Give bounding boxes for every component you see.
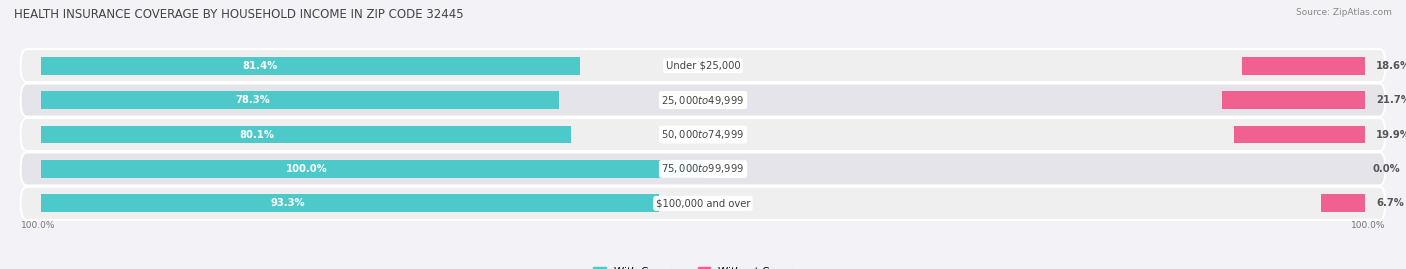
Text: 18.6%: 18.6% [1376,61,1406,71]
Text: Under $25,000: Under $25,000 [665,61,741,71]
Text: $75,000 to $99,999: $75,000 to $99,999 [661,162,745,175]
Text: 19.9%: 19.9% [1376,129,1406,140]
Legend: With Coverage, Without Coverage: With Coverage, Without Coverage [589,263,817,269]
Text: 100.0%: 100.0% [285,164,328,174]
Text: 6.7%: 6.7% [1376,198,1405,208]
Text: 100.0%: 100.0% [21,221,55,230]
Bar [1322,194,1365,212]
Text: 0.0%: 0.0% [1372,164,1400,174]
FancyBboxPatch shape [21,118,1385,151]
FancyBboxPatch shape [21,153,1385,185]
Text: 81.4%: 81.4% [243,61,278,71]
Bar [1222,91,1365,109]
Text: 80.1%: 80.1% [239,129,274,140]
Bar [41,160,703,178]
FancyBboxPatch shape [21,84,1385,116]
Bar [41,91,560,109]
Text: 100.0%: 100.0% [1351,221,1385,230]
Bar [1243,57,1365,75]
Text: $100,000 and over: $100,000 and over [655,198,751,208]
Text: Source: ZipAtlas.com: Source: ZipAtlas.com [1296,8,1392,17]
Text: 78.3%: 78.3% [235,95,270,105]
Text: HEALTH INSURANCE COVERAGE BY HOUSEHOLD INCOME IN ZIP CODE 32445: HEALTH INSURANCE COVERAGE BY HOUSEHOLD I… [14,8,464,21]
Text: $25,000 to $49,999: $25,000 to $49,999 [661,94,745,107]
FancyBboxPatch shape [21,49,1385,82]
Text: $50,000 to $74,999: $50,000 to $74,999 [661,128,745,141]
Bar [41,194,658,212]
Bar [1233,126,1365,143]
Text: 93.3%: 93.3% [270,198,305,208]
Bar [41,57,579,75]
Bar [41,126,571,143]
FancyBboxPatch shape [21,187,1385,220]
Text: 21.7%: 21.7% [1376,95,1406,105]
